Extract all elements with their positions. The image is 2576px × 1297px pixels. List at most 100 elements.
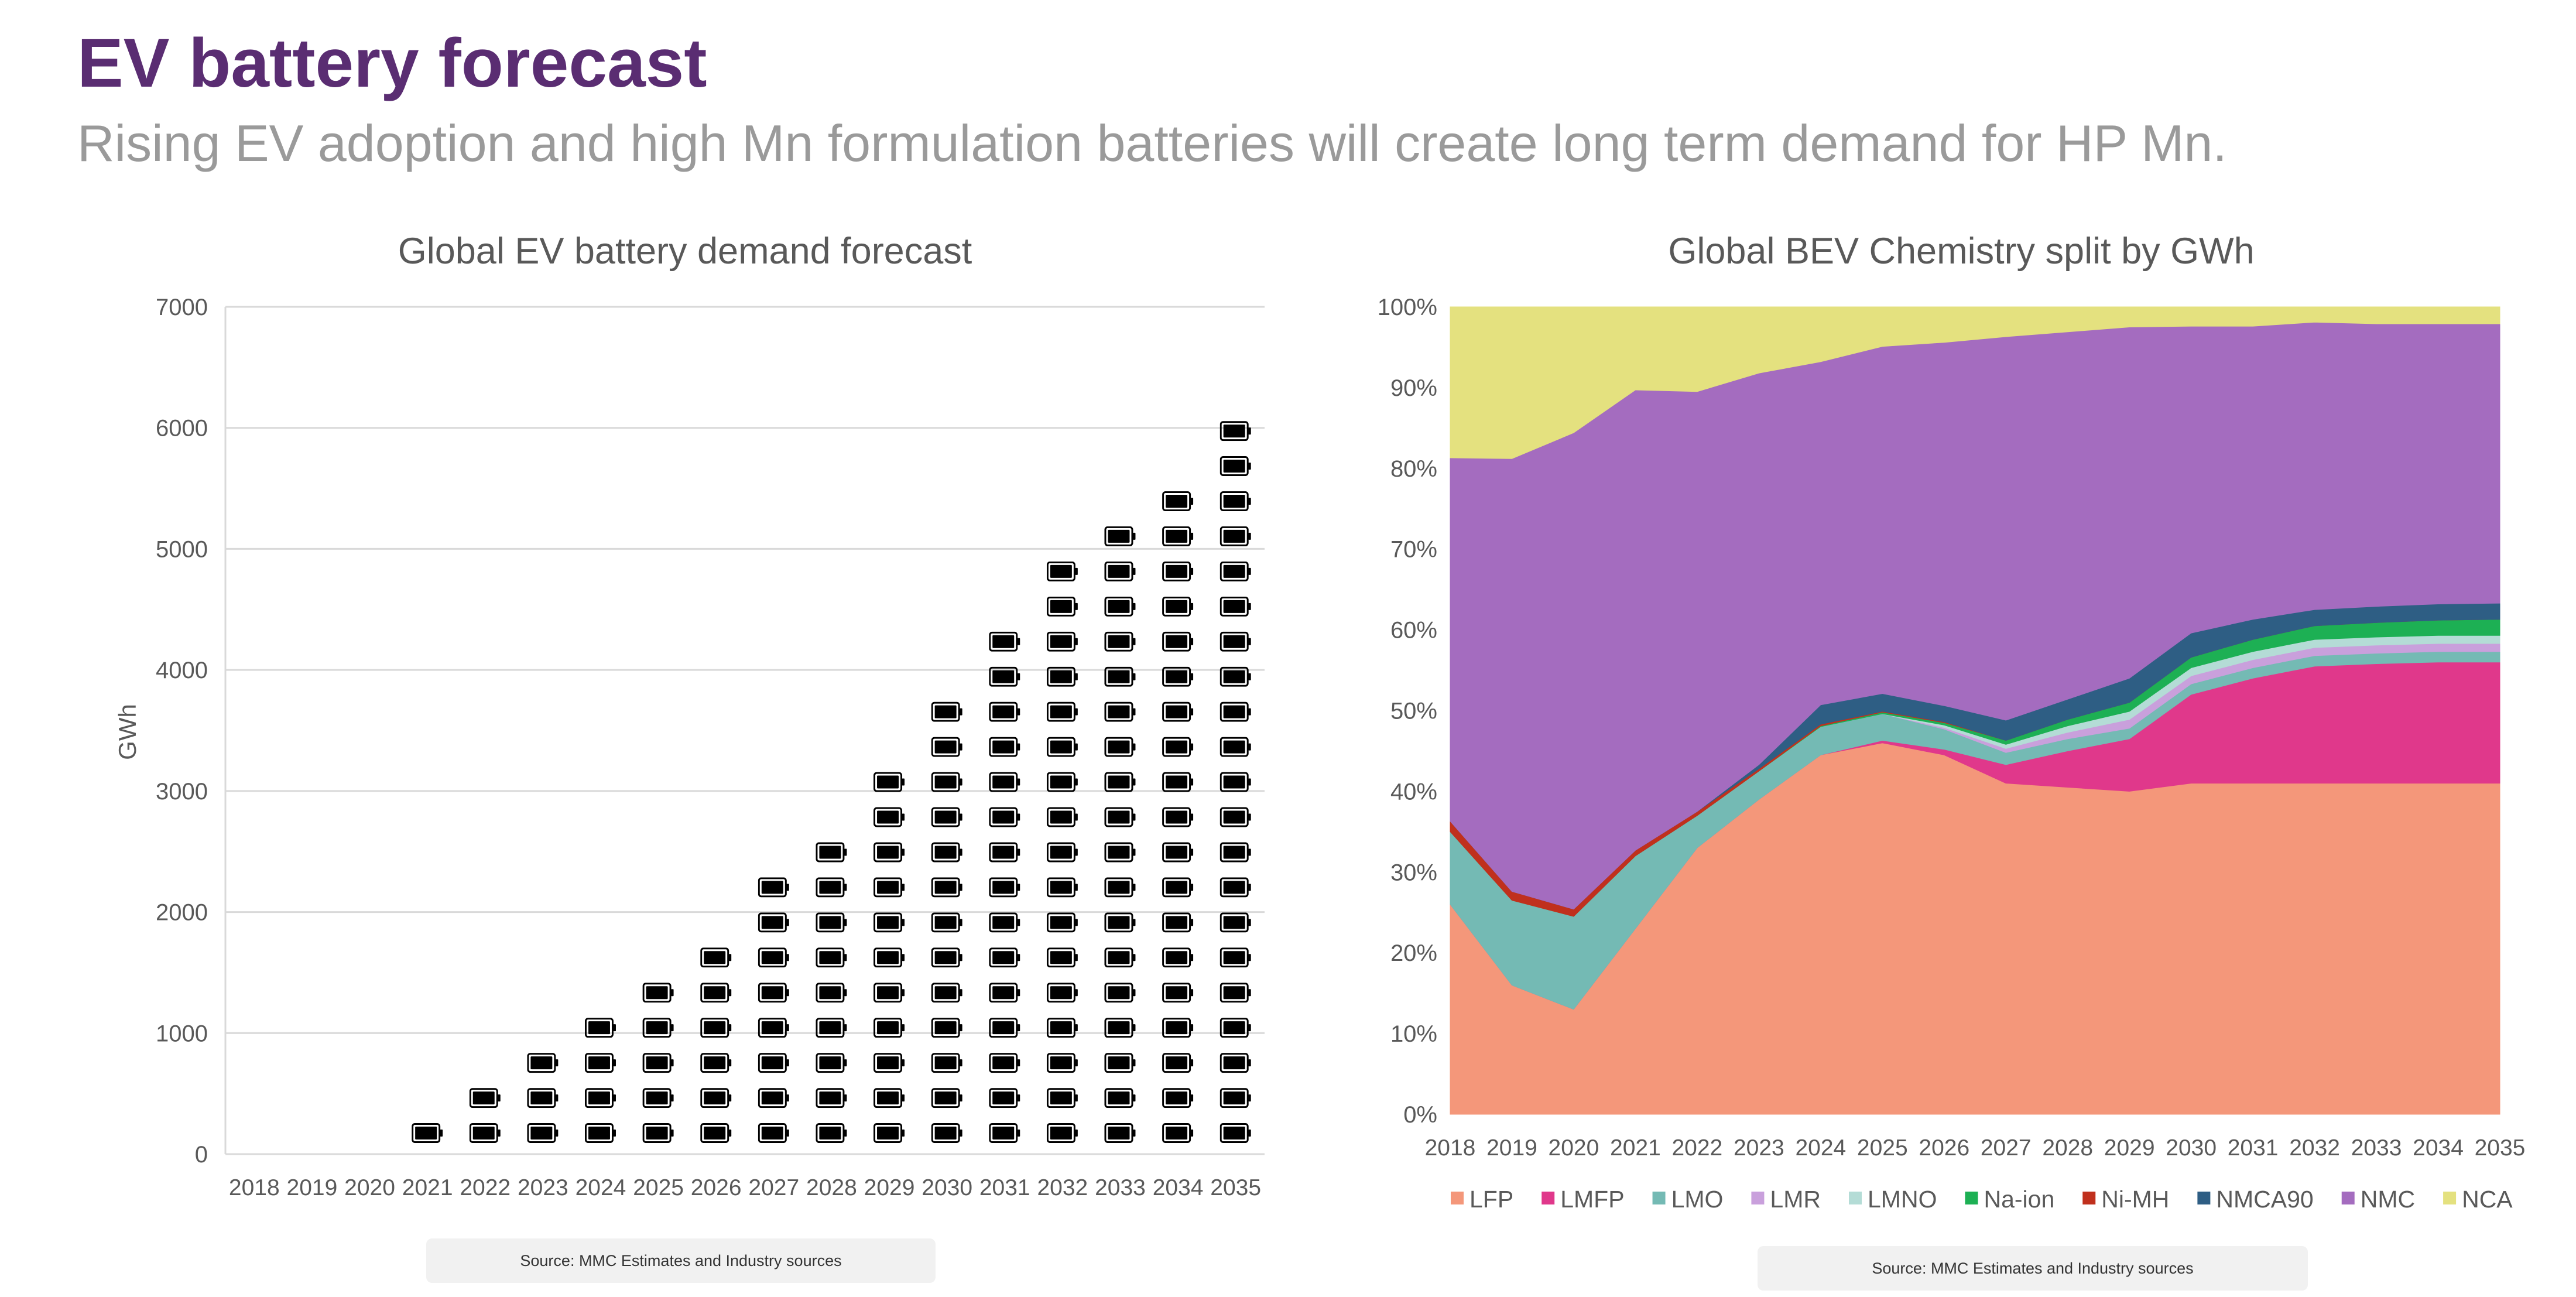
chemistry-chart-x-tick-label: 2018 [1425, 1135, 1476, 1161]
legend-label: LFP [1469, 1186, 1513, 1213]
battery-icon [1046, 807, 1078, 827]
battery-icon [1162, 1053, 1194, 1073]
battery-icon [931, 1018, 963, 1038]
battery-icon [469, 1088, 501, 1108]
chemistry-chart-x-tick-label: 2022 [1671, 1135, 1722, 1161]
chemistry-chart-x-tick-label: 2029 [2104, 1135, 2155, 1161]
battery-icon [1220, 842, 1252, 863]
area-series-nca [1450, 306, 2500, 459]
battery-icon [1220, 1018, 1252, 1038]
chemistry-chart-x-tick-label: 2019 [1486, 1135, 1537, 1161]
battery-icon-partial [989, 612, 1021, 617]
battery-chart-x-tick-label: 2020 [344, 1175, 395, 1200]
battery-icon [1162, 1123, 1194, 1144]
battery-icon-partial [1220, 386, 1252, 406]
page-title: EV battery forecast [77, 25, 707, 102]
battery-icon [931, 807, 963, 827]
chemistry-chart-x-tick-label: 2020 [1549, 1135, 1599, 1161]
chemistry-split-chart: Global BEV Chemistry split by GWh 0% 10% 2… [1378, 231, 2526, 1213]
battery-icon [1162, 772, 1194, 792]
battery-icon [1046, 631, 1078, 652]
battery-icon [1220, 421, 1252, 442]
chemistry-chart-y-tick-label: 40% [1390, 779, 1437, 805]
battery-icon [584, 1053, 616, 1073]
battery-icon [1104, 631, 1136, 652]
battery-icon [1104, 772, 1136, 792]
battery-icon [469, 1123, 501, 1144]
legend-label: NMCA90 [2216, 1186, 2313, 1213]
battery-icon [931, 1088, 963, 1108]
battery-icon [1162, 912, 1194, 933]
battery-icon [1104, 1123, 1136, 1144]
battery-bar [931, 681, 963, 1144]
battery-icon [527, 1088, 559, 1108]
battery-icon [1162, 983, 1194, 1003]
battery-icon [1046, 983, 1078, 1003]
battery-chart-x-tick-label: 2035 [1210, 1175, 1261, 1200]
legend-item-nca: NCA [2443, 1186, 2513, 1213]
battery-icon [1104, 1018, 1136, 1038]
battery-icon [758, 912, 790, 933]
battery-icon [1046, 701, 1078, 722]
battery-icon [1162, 807, 1194, 827]
chemistry-chart-y-tick-label: 0% [1403, 1102, 1437, 1128]
battery-icon [816, 983, 848, 1003]
battery-icon-partial [354, 1130, 386, 1144]
legend-swatch [1451, 1192, 1464, 1204]
legend-label: LMR [1770, 1186, 1821, 1213]
battery-bar [1162, 456, 1194, 1144]
battery-icon [873, 842, 906, 863]
battery-icon [642, 983, 674, 1003]
battery-chart-title: Global EV battery demand forecast [398, 231, 972, 272]
chemistry-chart-y-tick-label: 100% [1378, 295, 1437, 320]
battery-icon [1220, 807, 1252, 827]
battery-icon [816, 1088, 848, 1108]
battery-bar [584, 997, 616, 1144]
battery-chart-x-tick-label: 2032 [1037, 1175, 1088, 1200]
battery-icon [1104, 1088, 1136, 1108]
battery-chart-x-tick-label: 2025 [633, 1175, 684, 1200]
battery-bar [469, 1065, 501, 1144]
battery-icon [1162, 596, 1194, 617]
chemistry-chart-y-tick-label: 20% [1390, 940, 1437, 966]
battery-icon [989, 1018, 1021, 1038]
battery-icon [989, 701, 1021, 722]
battery-bar [989, 612, 1021, 1144]
battery-icon-partial [469, 1065, 501, 1073]
battery-chart-x-tick-label: 2022 [460, 1175, 511, 1200]
chemistry-chart-y-tick-label: 90% [1390, 375, 1437, 401]
legend-item-lmfp: LMFP [1542, 1186, 1625, 1213]
battery-icon [1162, 842, 1194, 863]
legend-swatch [1751, 1192, 1765, 1204]
battery-icon [1104, 807, 1136, 827]
legend-label: Na-ion [1984, 1186, 2054, 1213]
legend-swatch [2443, 1192, 2457, 1204]
battery-icon [1162, 526, 1194, 546]
battery-icon [1046, 561, 1078, 581]
battery-icon [1220, 1088, 1252, 1108]
battery-icon [584, 1018, 616, 1038]
battery-icon [989, 772, 1021, 792]
battery-icon [700, 1018, 732, 1038]
battery-icon [1220, 947, 1252, 968]
battery-chart-x-tick-label: 2018 [229, 1175, 280, 1200]
legend-item-nmca90: NMCA90 [2197, 1186, 2314, 1213]
battery-icon [758, 1053, 790, 1073]
battery-icon [931, 842, 963, 863]
battery-icon [989, 842, 1021, 863]
battery-icon [816, 1018, 848, 1038]
battery-icon [1162, 561, 1194, 581]
legend-label: LMFP [1560, 1186, 1624, 1213]
chemistry-chart-x-tick-label: 2028 [2042, 1135, 2093, 1161]
battery-chart-x-tick-label: 2031 [979, 1175, 1030, 1200]
battery-icon [1104, 877, 1136, 898]
legend-swatch [2082, 1192, 2096, 1204]
chemistry-chart-x-tick-label: 2034 [2413, 1135, 2464, 1161]
battery-icon [989, 807, 1021, 827]
battery-chart-x-tick-label: 2028 [806, 1175, 857, 1200]
battery-chart-y-tick-label: 7000 [156, 295, 208, 320]
legend-swatch [1965, 1192, 1978, 1204]
legend-swatch [2197, 1192, 2211, 1204]
battery-chart-x-tick-label: 2019 [287, 1175, 338, 1200]
battery-icon [1162, 1018, 1194, 1038]
